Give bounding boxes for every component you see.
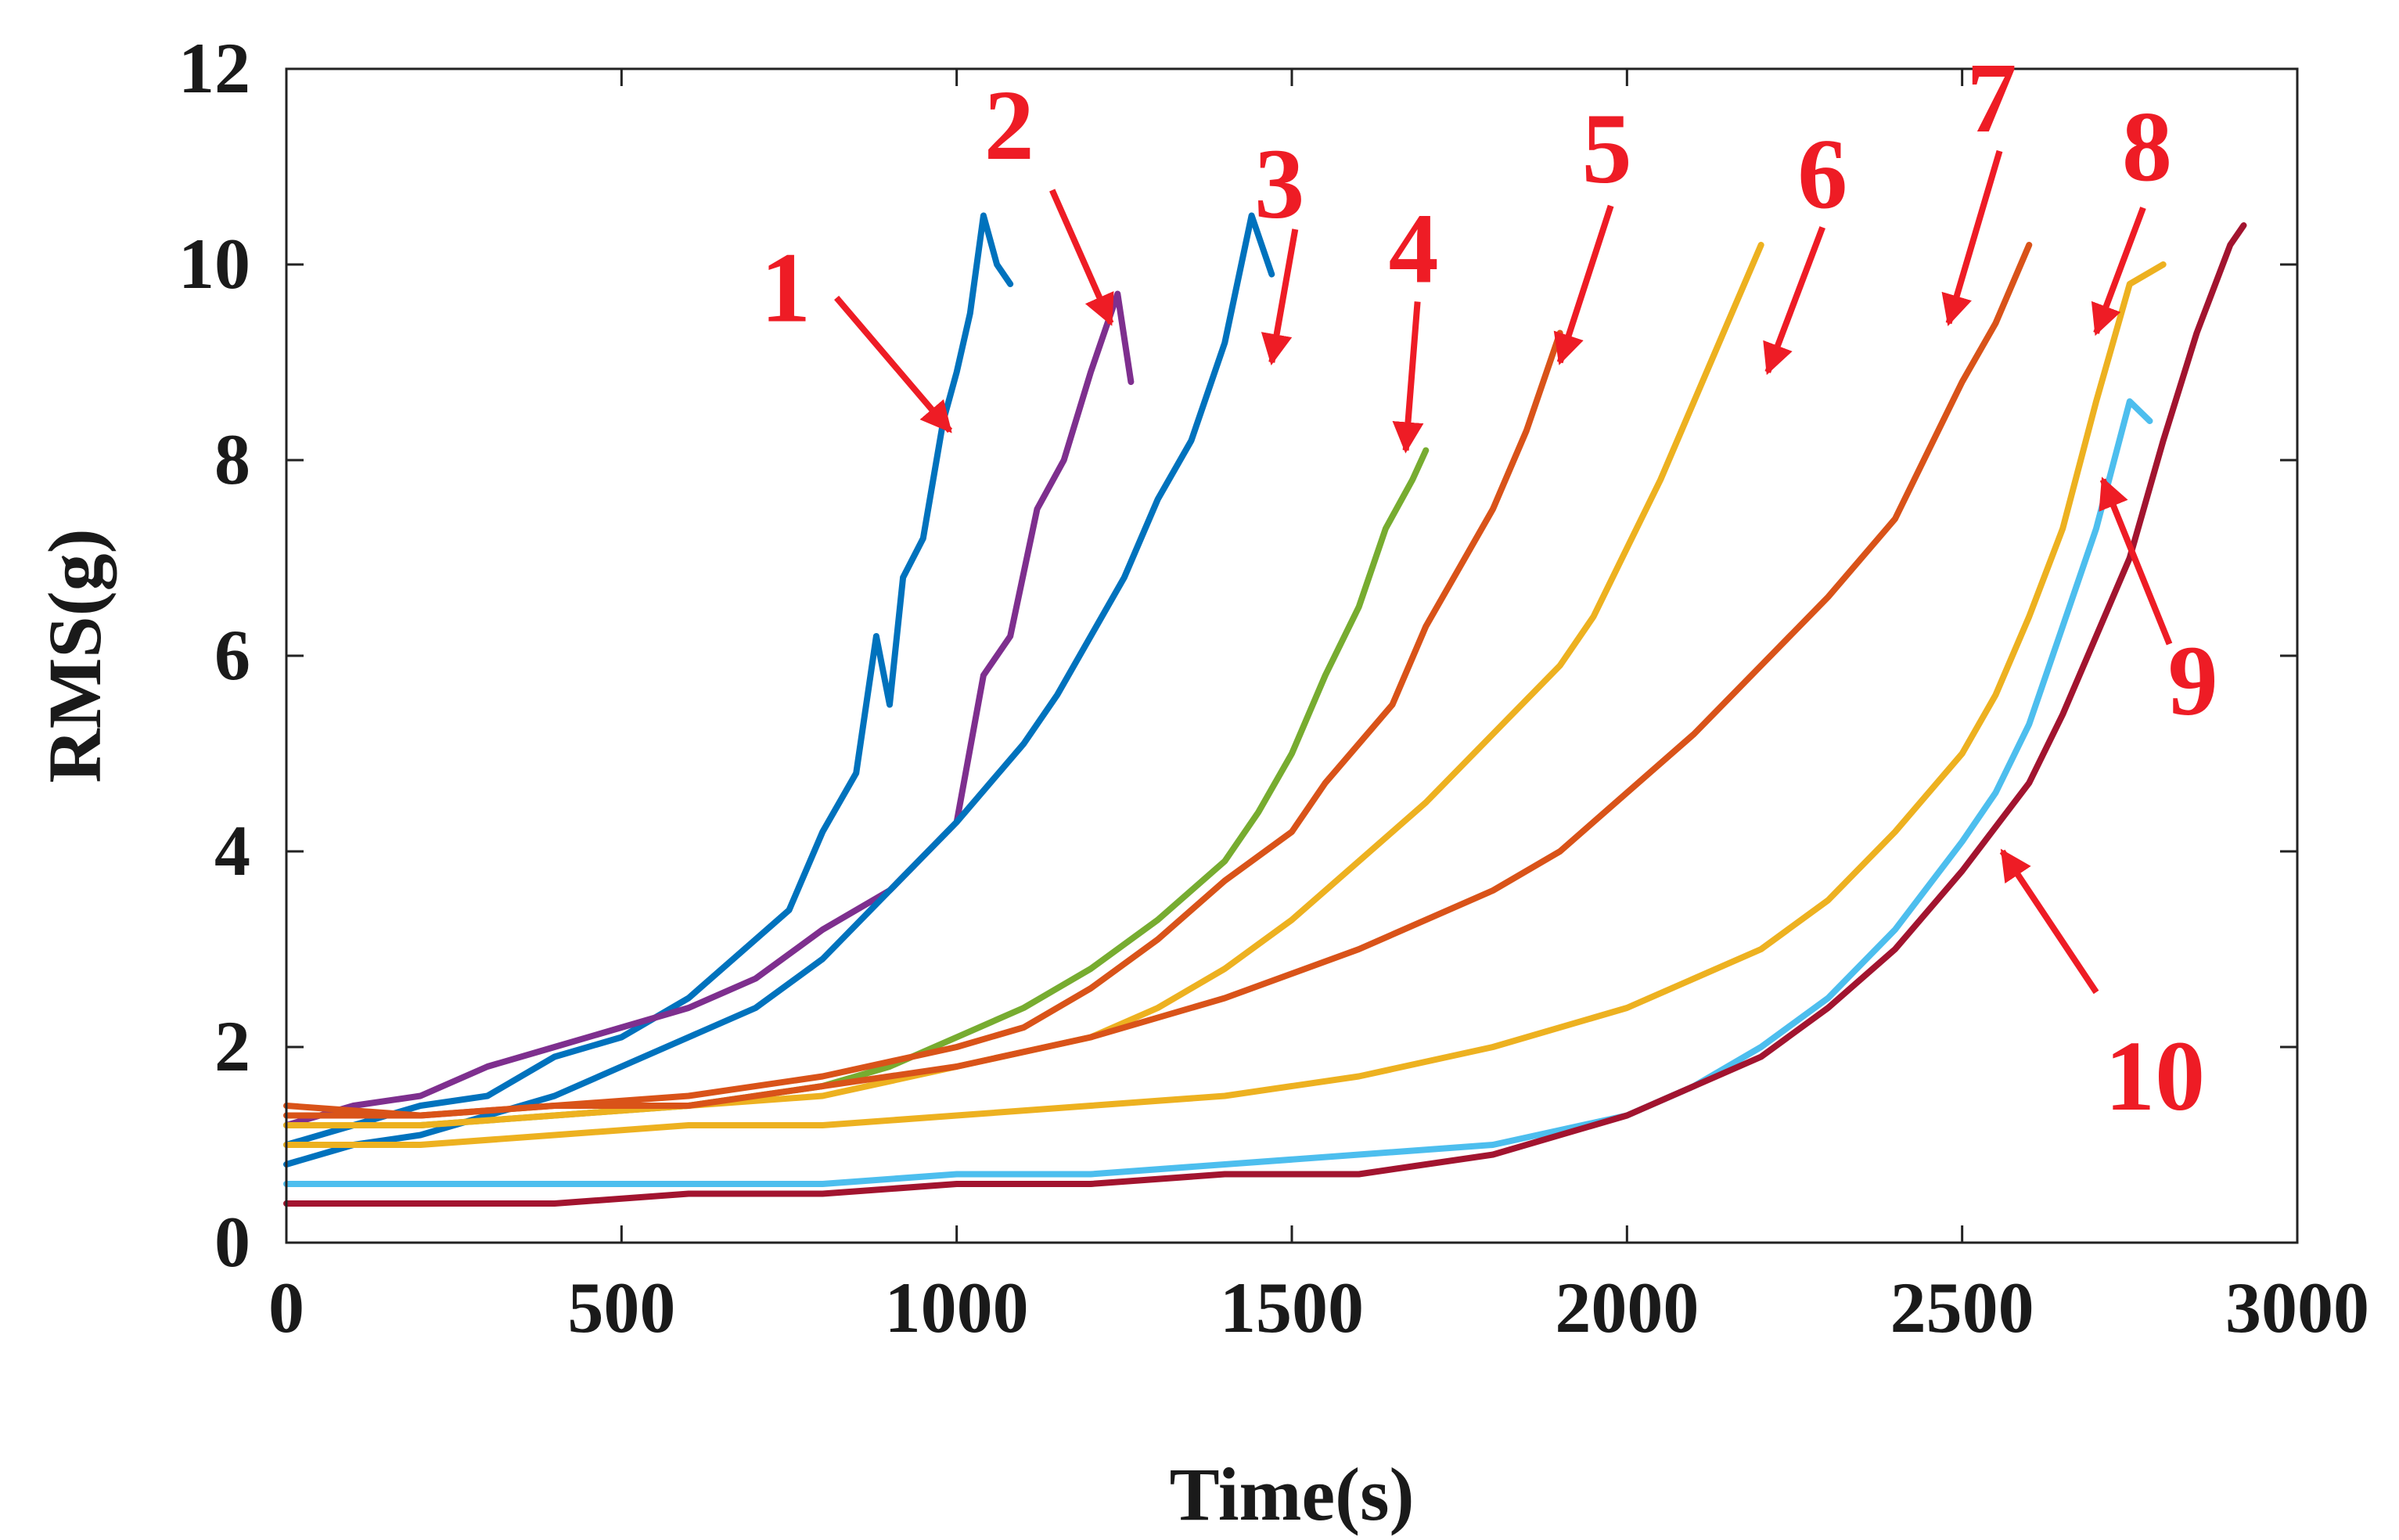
series-line-1 <box>283 212 1014 1148</box>
series-line-10 <box>283 222 2247 1207</box>
series-line-5 <box>283 329 1563 1119</box>
x-tick-label: 2000 <box>1555 1268 1699 1348</box>
series-line-8 <box>283 261 2167 1148</box>
series-line-6 <box>283 242 1764 1128</box>
annotation-label-8: 8 <box>2122 92 2172 203</box>
annotation-label-10: 10 <box>2105 1020 2205 1132</box>
x-axis: 0 500 1000 1500 2000 2500 3000 <box>268 69 2369 1348</box>
x-tick-label: 1500 <box>1220 1268 1364 1348</box>
y-tick-label: 2 <box>214 1006 250 1086</box>
series-line-4 <box>283 447 1430 1128</box>
x-tick-label: 500 <box>567 1268 675 1348</box>
x-tick-label: 1000 <box>885 1268 1029 1348</box>
annotation-label-9: 9 <box>2168 625 2218 736</box>
y-tick-label: 4 <box>214 811 250 891</box>
arrow-4 <box>1392 301 1424 454</box>
x-tick-label: 0 <box>268 1268 304 1348</box>
annotation-label-3: 3 <box>1254 128 1304 239</box>
x-axis-title: Time(s) <box>1170 1452 1415 1536</box>
y-tick-label: 0 <box>214 1202 250 1282</box>
annotation-label-4: 4 <box>1389 193 1439 304</box>
y-axis-title: RMS(g) <box>33 528 117 783</box>
annotation-label-7: 7 <box>1967 42 2017 153</box>
annotation-label-2: 2 <box>984 70 1034 181</box>
series-line-2 <box>283 290 1135 1128</box>
arrow-6 <box>1763 226 1825 376</box>
y-tick-label: 10 <box>178 224 250 304</box>
y-tick-label: 8 <box>214 419 250 499</box>
x-tick-label: 2500 <box>1890 1268 2034 1348</box>
arrow-8 <box>2091 207 2146 336</box>
series-line-7 <box>283 242 2033 1119</box>
annotation-label-6: 6 <box>1797 119 1847 230</box>
annotation-label-1: 1 <box>761 232 811 344</box>
arrow-2 <box>1049 189 1114 326</box>
arrow-9 <box>2099 477 2173 646</box>
y-tick-label: 6 <box>214 615 250 695</box>
arrow-1 <box>834 295 953 434</box>
annotation-label-5: 5 <box>1582 93 1632 204</box>
arrow-5 <box>1553 204 1614 365</box>
arrow-3 <box>1261 228 1299 365</box>
series-group <box>283 212 2247 1207</box>
x-tick-label: 3000 <box>2225 1268 2369 1348</box>
arrow-10 <box>1999 848 2099 995</box>
arrow-7 <box>1941 149 2003 326</box>
series-line-9 <box>283 398 2153 1187</box>
y-tick-label: 12 <box>178 28 250 108</box>
